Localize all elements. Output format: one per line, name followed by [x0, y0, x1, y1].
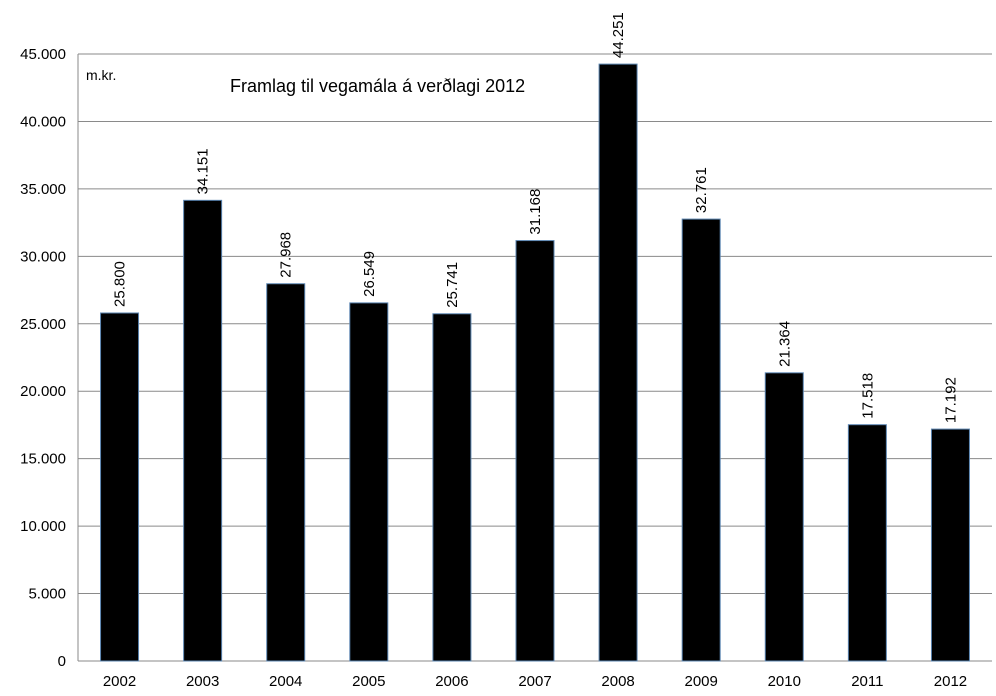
y-tick-label: 30.000 — [20, 248, 66, 265]
data-label-2012: 17.192 — [942, 377, 959, 423]
x-tick-label: 2005 — [352, 673, 385, 690]
y-tick-label: 20.000 — [20, 383, 66, 400]
y-tick-label: 45.000 — [20, 46, 66, 63]
data-label-2003: 34.151 — [195, 148, 212, 194]
bar-2007 — [515, 240, 555, 662]
x-tick-label: 2003 — [186, 673, 219, 690]
y-tick-label: 0 — [58, 653, 66, 670]
x-tick-label: 2004 — [269, 673, 302, 690]
x-tick-label: 2007 — [518, 673, 551, 690]
data-label-2008: 44.251 — [610, 12, 627, 58]
bar-2005 — [349, 302, 389, 662]
bar-2010 — [764, 372, 804, 662]
bars-layer — [100, 63, 970, 662]
data-label-2005: 26.549 — [361, 251, 378, 297]
bar-2009 — [681, 218, 721, 662]
bar-2012 — [930, 428, 970, 662]
data-label-2006: 25.741 — [444, 262, 461, 308]
x-tick-label: 2006 — [435, 673, 468, 690]
bar-2008 — [598, 63, 638, 662]
chart-title: Framlag til vegamála á verðlagi 2012 — [230, 76, 525, 96]
y-tick-label: 5.000 — [28, 586, 66, 603]
data-label-2010: 21.364 — [776, 321, 793, 367]
data-label-2007: 31.168 — [527, 189, 544, 235]
bar-2006 — [432, 313, 472, 662]
bar-2003 — [183, 199, 223, 662]
x-tick-label: 2010 — [768, 673, 801, 690]
x-tick-label: 2008 — [601, 673, 634, 690]
bar-2004 — [266, 283, 306, 662]
y-tick-label: 25.000 — [20, 316, 66, 333]
x-tick-label: 2002 — [103, 673, 136, 690]
bar-2011 — [847, 424, 887, 662]
x-tick-label: 2009 — [684, 673, 717, 690]
bar-2002 — [100, 312, 140, 662]
y-tick-label: 40.000 — [20, 113, 66, 130]
unit-label: m.kr. — [86, 67, 116, 83]
y-axis-ticks: 0 5.000 10.000 15.000 20.000 25.000 30.000 35.0… — [20, 46, 66, 670]
y-tick-label: 15.000 — [20, 451, 66, 468]
y-tick-label: 10.000 — [20, 518, 66, 535]
data-labels-layer: 25.800 34.151 27.968 26.549 25.741 31.168 44.2… — [112, 12, 960, 423]
data-label-2011: 17.518 — [859, 373, 876, 419]
x-tick-label: 2011 — [851, 673, 883, 690]
y-tick-label: 35.000 — [20, 181, 66, 198]
data-label-2004: 27.968 — [278, 232, 295, 278]
x-tick-label: 2012 — [934, 673, 967, 690]
x-axis-ticks: 2002 2003 2004 2005 2006 2007 2008 2009 2010 2011… — [103, 673, 967, 690]
data-label-2002: 25.800 — [112, 261, 129, 307]
data-label-2009: 32.761 — [693, 167, 710, 213]
